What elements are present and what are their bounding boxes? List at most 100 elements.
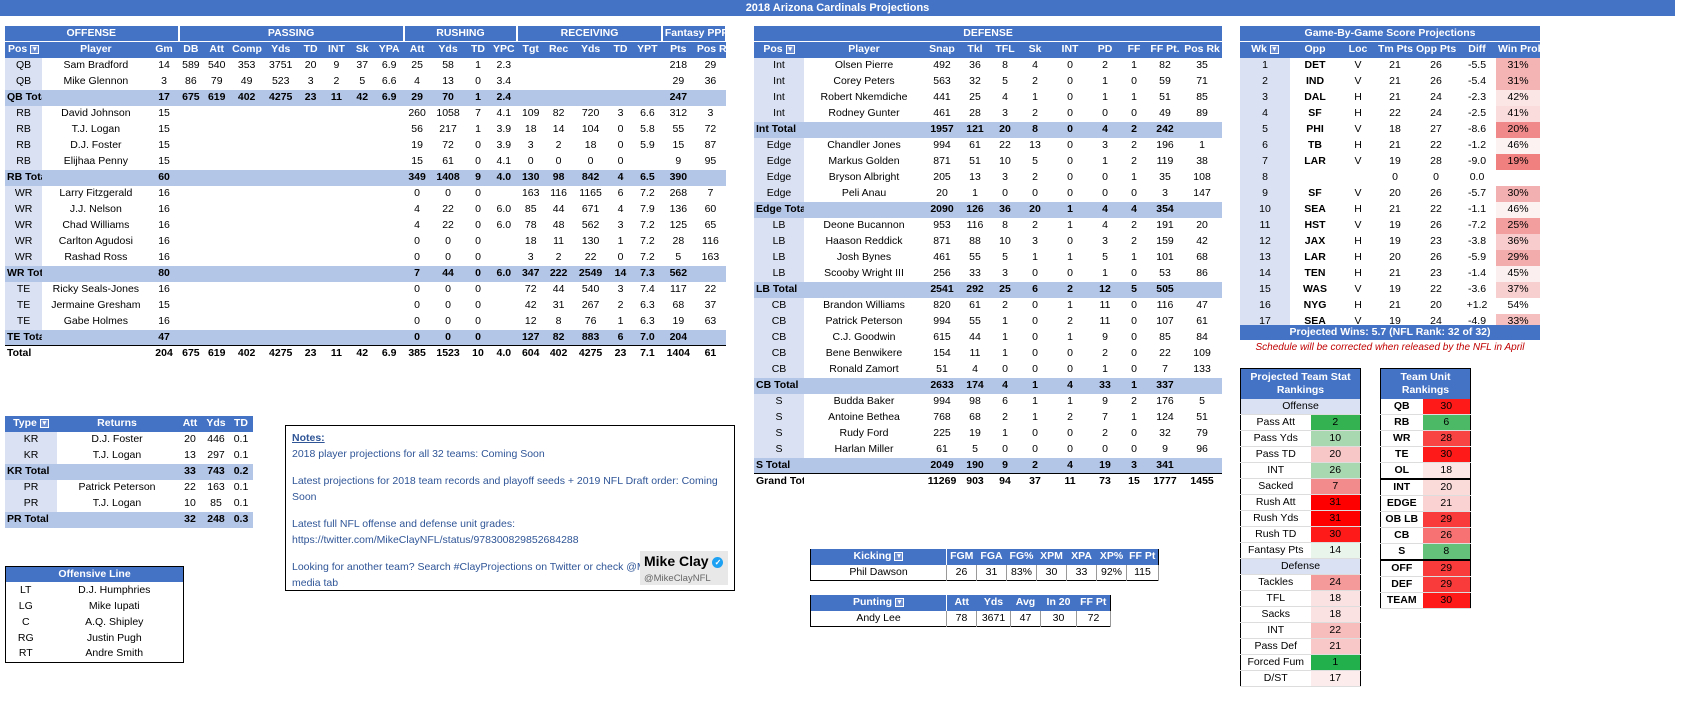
offense-cell (375, 138, 404, 154)
offense-cell (263, 234, 298, 250)
filter-icon[interactable]: ▾ (30, 44, 40, 54)
defense-cell: 1 (1032, 91, 1038, 103)
defense-column-header: Pos Rk (1182, 41, 1223, 58)
defense-cell (1182, 281, 1223, 298)
games-column-header[interactable]: Wk ▾ (1240, 41, 1290, 58)
offense-cell: 3 (527, 251, 534, 263)
offense-cell: Chad Williams (62, 219, 130, 231)
player-row: Int Corey Peters 563 32 5 2 0 1 0 59 71 (754, 73, 1222, 90)
offense-cell (298, 234, 323, 250)
defense-cell: 126 (960, 201, 990, 218)
unit-label: WR (1380, 430, 1423, 447)
kicking-cell: 26 (946, 564, 977, 581)
offense-cell (263, 314, 298, 330)
offense-cell (203, 282, 230, 298)
defense-cell: 2 (1032, 107, 1038, 119)
game-cell: V (1354, 219, 1362, 231)
defense-cell: 9 (1102, 395, 1108, 407)
offense-cell: 523 (271, 75, 290, 87)
offense-cell: 0 (465, 265, 491, 282)
offense-cell: 65 (704, 219, 717, 231)
offense-column-header: Pts (661, 41, 695, 58)
unit-value: 30 (1422, 398, 1471, 415)
offense-cell: 312 (669, 107, 688, 119)
game-cell: V (1354, 123, 1362, 135)
filter-icon[interactable]: ▾ (785, 44, 795, 54)
offense-cell: 7.1 (632, 345, 662, 362)
offense-cell: Elijhaa Penny (63, 155, 128, 167)
offense-cell: 18 (584, 139, 597, 151)
games-group-header: Game-By-Game Score Projections (1240, 26, 1541, 42)
defense-cell: Ronald Zamort (829, 363, 899, 375)
defense-cell: 36 (969, 59, 981, 71)
oline-cell: A.Q. Shipley (85, 615, 144, 628)
offense-cell: 3 (527, 139, 534, 151)
offense-cell: 2549 (573, 265, 609, 282)
defense-cell: 37 (1020, 473, 1050, 490)
punting-column-header: FF Pt (1076, 594, 1111, 611)
game-cell: -5.5 (1467, 59, 1487, 71)
rank-value: 26 (1310, 462, 1361, 479)
offense-cell: 619 (203, 345, 231, 362)
game-row: 7 LAR V 19 28 -9.0 19% (1240, 153, 1541, 170)
defense-cell: Edge (754, 137, 804, 154)
filter-icon[interactable]: ▾ (894, 551, 904, 561)
defense-cell: 0 (1067, 427, 1073, 439)
filter-icon[interactable]: ▾ (39, 418, 49, 428)
defense-cell: 71 (1196, 75, 1208, 87)
offense-column-header: Yds (263, 41, 299, 58)
offense-cell: WR (5, 217, 43, 234)
offense-cell (608, 58, 633, 74)
defense-cell: 1 (1002, 427, 1008, 439)
unit-label: OFF (1380, 559, 1423, 577)
filter-icon[interactable]: ▾ (895, 597, 905, 607)
unit-value: 29 (1422, 511, 1471, 528)
offense-cell: 104 (581, 123, 600, 135)
offense-cell (694, 265, 726, 282)
game-row: 9 SF V 20 26 -5.7 30% (1240, 185, 1541, 202)
unit-value: 26 (1422, 527, 1471, 544)
offense-cell: 6.3 (640, 315, 655, 327)
game-cell: SF (1308, 107, 1322, 119)
defense-cell: 25 (969, 91, 981, 103)
defense-group-header: DEFENSE (754, 26, 1223, 42)
game-cell: 23 (1430, 267, 1442, 279)
filter-icon[interactable]: ▾ (1269, 44, 1279, 54)
offense-cell: 604 (517, 345, 545, 362)
author-signature[interactable]: Mike Clay ✓ @MikeClayNFL (640, 551, 728, 585)
rank-label: INT (1240, 462, 1311, 479)
game-cell: IND (1305, 75, 1325, 87)
offense-cell: 204 (149, 345, 179, 362)
game-cell: 15 (1240, 281, 1290, 298)
offense-cell: 20 (304, 59, 317, 71)
offense-cell: QB Total (5, 89, 43, 106)
returns-column-header: Returns (57, 415, 177, 432)
game-cell: H (1354, 299, 1362, 311)
defense-cell: 4 (1050, 457, 1090, 474)
defense-cell: 0 (1067, 91, 1073, 103)
offense-cell (230, 106, 263, 122)
kicking-column-header: FF Pt (1126, 548, 1159, 565)
unit-row: TEAM 30 (1380, 592, 1471, 609)
offense-column-header[interactable]: Pos ▾ (5, 41, 43, 58)
defense-cell: CB (754, 313, 804, 330)
defense-column-header[interactable]: Pos ▾ (754, 41, 804, 58)
returns-column-header[interactable]: Type ▾ (5, 415, 57, 432)
kicking-column-header[interactable]: Kicking ▾ (810, 548, 947, 565)
defense-cell: Int Total (754, 121, 804, 138)
offense-cell (230, 154, 263, 170)
games-column-header: Loc (1340, 41, 1376, 58)
game-cell: H (1354, 107, 1362, 119)
note-line: Latest projections for 2018 team records… (292, 475, 718, 503)
offense-cell (179, 218, 204, 234)
kicking-cell: 31 (976, 564, 1007, 581)
punting-column-header[interactable]: Punting ▾ (810, 594, 947, 611)
offense-column-header: Comp (230, 41, 264, 58)
offense-cell: 6.9 (381, 59, 397, 71)
defense-cell: 4 (1090, 121, 1120, 138)
offense-cell (694, 169, 726, 186)
punting-row: Andy Lee 78 3671 47 30 72 (810, 610, 1111, 627)
offense-cell: 2 (333, 75, 340, 87)
defense-cell (1182, 121, 1223, 138)
offense-cell: 0 (475, 75, 481, 87)
